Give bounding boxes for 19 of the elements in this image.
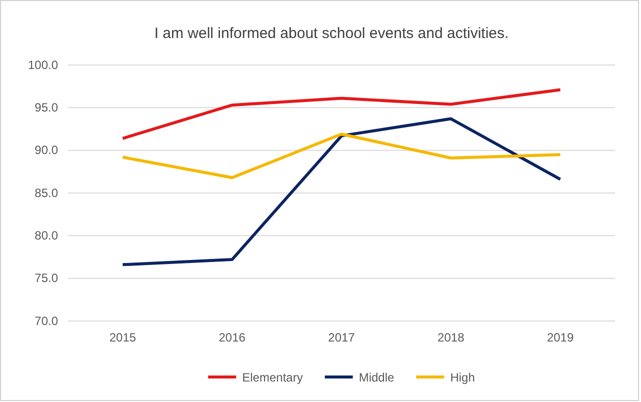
x-tick-label: 2019 [546,330,574,345]
legend-label: Elementary [242,370,303,384]
x-tick-label: 2018 [438,330,465,345]
x-tick-label: 2017 [328,330,356,345]
legend-label: High [450,370,475,384]
y-tick-label: 95.0 [34,100,58,115]
y-tick-label: 90.0 [34,143,58,158]
y-tick-label: 85.0 [34,186,58,200]
y-tick-label: 70.0 [34,314,58,328]
chart-title: I am well informed about school events and activities. [154,25,509,42]
line-series [121,88,562,140]
y-tick-label: 75.0 [34,271,58,286]
y-tick-label: 100.0 [28,58,58,72]
x-tick-label: 2016 [218,330,246,345]
x-tick-label: 2015 [109,330,136,345]
line-series [121,117,562,266]
line-series [121,132,562,180]
y-tick-label: 80.0 [34,228,58,243]
legend-label: Middle [358,370,395,384]
